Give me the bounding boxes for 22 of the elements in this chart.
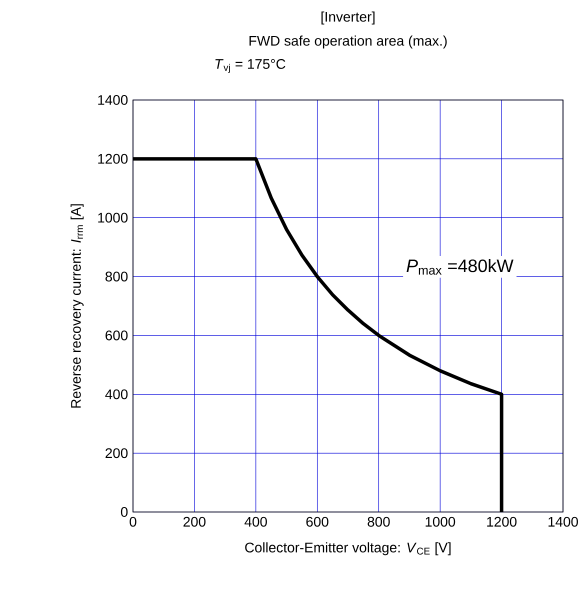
chart-subtitle: FWD safe operation area (max.) (250, 35, 447, 48)
x-tick-label: 800 (368, 516, 390, 527)
y-axis-title: Reverse recovery current: I$_{rrm}$ [A] (70, 204, 84, 408)
y-tick-label: 1000 (98, 212, 128, 223)
text: T$_{vj}$ = 175°C (215, 59, 286, 73)
x-tick-label: 0 (130, 516, 136, 527)
x-tick-label: 200 (184, 516, 206, 527)
x-tick-label: 400 (244, 516, 267, 527)
y-tick-label: 0 (120, 507, 128, 517)
y-tick-label: 400 (105, 389, 128, 400)
x-axis-title: Collector-Emitter voltage: V$_{CE}$ [V] (245, 542, 451, 556)
annotation: P$_{max}$ =480kW (406, 259, 514, 275)
y-tick-label: 1400 (98, 95, 128, 105)
y-tick-label: 200 (106, 448, 128, 458)
y-tick-label: 600 (106, 330, 128, 340)
x-tick-label: 1000 (426, 516, 456, 527)
y-tick-label: 1200 (98, 154, 128, 164)
x-tick-label: 1200 (487, 516, 517, 527)
x-tick-label: 1400 (548, 516, 578, 527)
x-tick-label: 600 (306, 516, 328, 527)
chart-title: [Inverter] (321, 11, 375, 24)
y-tick-label: 800 (105, 272, 128, 282)
